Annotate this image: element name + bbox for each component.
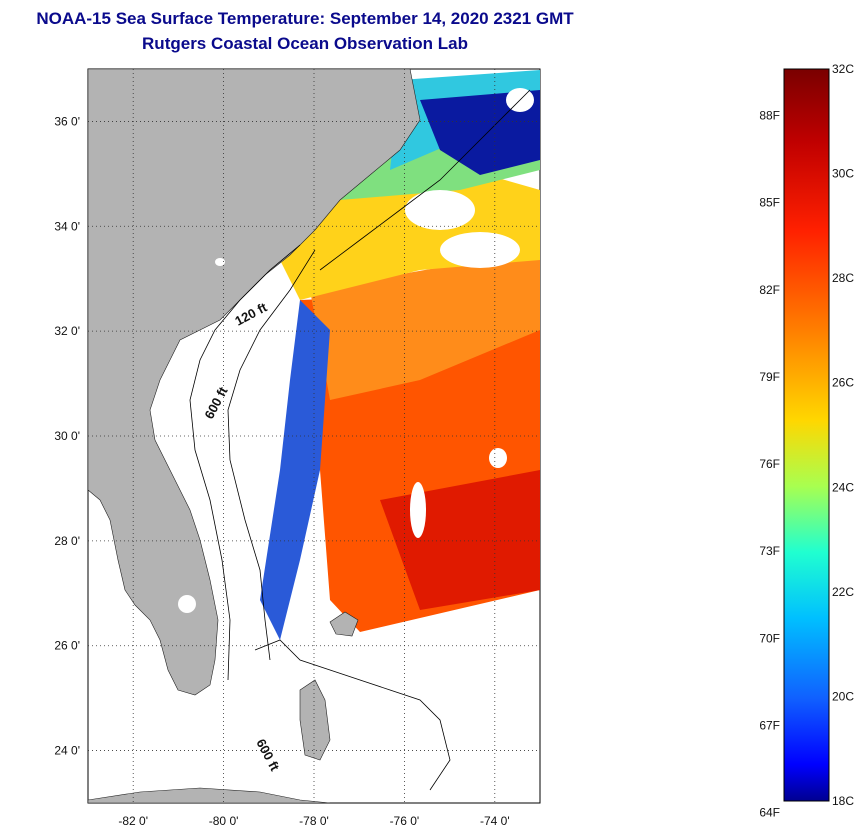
colorbar-celsius-label: 24C	[832, 480, 854, 494]
map-title: NOAA-15 Sea Surface Temperature: Septemb…	[36, 9, 574, 28]
sst-swath-orange	[310, 250, 540, 400]
cloud-patch	[440, 232, 520, 268]
colorbar-fahrenheit-label: 64F	[759, 806, 780, 820]
colorbar-celsius-label: 26C	[832, 376, 854, 390]
lat-tick-label: 30 0'	[54, 429, 80, 443]
land-southeast-us	[88, 69, 421, 696]
cloud-patch	[405, 190, 475, 230]
colorbar-fahrenheit-label: 82F	[759, 283, 780, 297]
colorbar-fahrenheit-label: 79F	[759, 370, 780, 384]
lon-tick-label: -82 0'	[118, 814, 148, 828]
colorbar-celsius-label: 22C	[832, 585, 854, 599]
lon-tick-label: -80 0'	[209, 814, 239, 828]
colorbar-fahrenheit-label: 70F	[759, 631, 780, 645]
longitude-labels: -82 0' -80 0' -78 0' -76 0' -74 0'	[118, 814, 509, 828]
contour-600ft-south	[254, 639, 451, 791]
cloud-patch	[410, 482, 426, 538]
lon-tick-label: -78 0'	[299, 814, 329, 828]
colorbar-fahrenheit-label: 76F	[759, 457, 780, 471]
colorbar-celsius-label: 18C	[832, 794, 854, 808]
colorbar-celsius-label: 20C	[832, 689, 854, 703]
lat-tick-label: 28 0'	[54, 534, 80, 548]
cloud-patch	[489, 448, 507, 468]
lon-tick-label: -74 0'	[480, 814, 510, 828]
graticule	[88, 69, 540, 803]
sst-coastal-strip	[260, 300, 330, 640]
colorbar-fahrenheit-label: 67F	[759, 718, 780, 732]
lon-tick-label: -76 0'	[390, 814, 420, 828]
land-cuba	[88, 787, 331, 803]
lake-okeechobee	[178, 595, 196, 613]
lat-tick-label: 24 0'	[54, 744, 80, 758]
colorbar-celsius-labels: 32C 30C 28C 26C 24C 22C 20C 18C	[832, 62, 854, 808]
sst-swath-yellow	[280, 170, 540, 300]
latitude-labels: 36 0' 34 0' 32 0' 30 0' 28 0' 26 0' 24 0'	[54, 114, 80, 757]
lat-tick-label: 26 0'	[54, 639, 80, 653]
land-inland-water	[215, 258, 225, 266]
land-bahamas	[299, 679, 331, 761]
colorbar-gradient	[783, 68, 830, 802]
colorbar-fahrenheit-label: 85F	[759, 196, 780, 210]
contour-northern	[319, 89, 531, 271]
colorbar-celsius-label: 32C	[832, 62, 854, 76]
lat-tick-label: 36 0'	[54, 114, 80, 128]
colorbar-fahrenheit-labels: 88F 85F 82F 79F 76F 73F 70F 67F 64F	[759, 108, 780, 819]
colorbar-celsius-label: 30C	[832, 167, 854, 181]
colorbar-celsius-label: 28C	[832, 271, 854, 285]
map-subtitle: Rutgers Coastal Ocean Observation Lab	[142, 34, 468, 53]
colorbar-fahrenheit-label: 73F	[759, 544, 780, 558]
sst-swath-blue	[420, 90, 540, 175]
contour-600ft	[227, 249, 316, 661]
contour-120ft	[189, 244, 301, 681]
lat-tick-label: 34 0'	[54, 219, 80, 233]
land-bahamas	[329, 611, 359, 637]
colorbar-fahrenheit-label: 88F	[759, 108, 780, 122]
lat-tick-label: 32 0'	[54, 324, 80, 338]
